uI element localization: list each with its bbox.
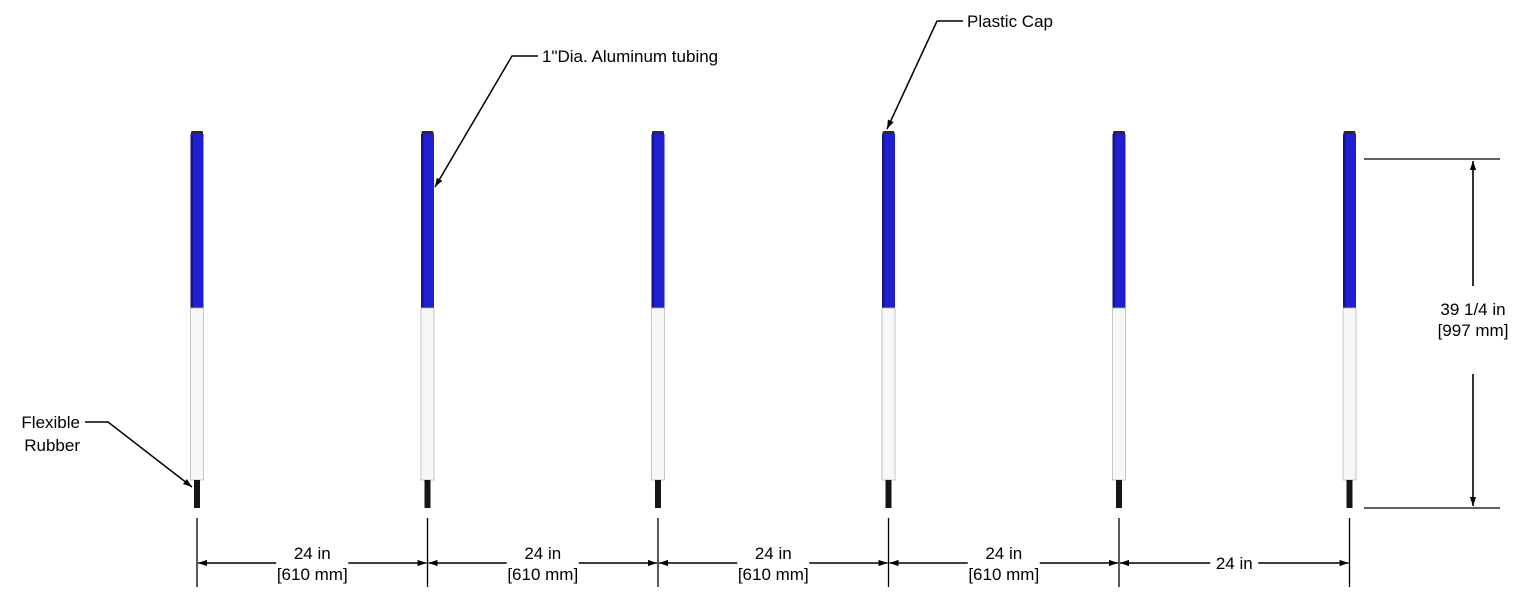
white-aluminum-tube bbox=[190, 307, 204, 481]
callout-flexible-rubber: Flexible Rubber bbox=[21, 413, 193, 488]
white-aluminum-tube bbox=[881, 307, 896, 481]
spacing-dimension-1: 24 in [610 mm] bbox=[198, 544, 427, 584]
spacing-dimension-value: 24 in bbox=[294, 544, 331, 563]
spacing-dimension-value: 24 in bbox=[524, 544, 561, 563]
post-2 bbox=[420, 131, 435, 587]
callout-flexible-rubber-leader bbox=[85, 421, 193, 488]
flexible-rubber-base bbox=[424, 480, 431, 508]
flexible-rubber-base bbox=[885, 480, 892, 508]
blue-reflective-band bbox=[651, 134, 665, 308]
blue-reflective-band bbox=[190, 134, 204, 308]
blue-reflective-band bbox=[1112, 134, 1126, 308]
white-aluminum-tube bbox=[1342, 307, 1357, 481]
spacing-dimension-4: 24 in [610 mm] bbox=[889, 544, 1118, 584]
blue-band-shade bbox=[1112, 134, 1115, 308]
spacing-dimension-5: 24 in bbox=[1120, 554, 1349, 573]
spacing-dimension-metric: [610 mm] bbox=[277, 565, 348, 584]
spacing-dimension-metric: [610 mm] bbox=[968, 565, 1039, 584]
callout-plastic-cap-label: Plastic Cap bbox=[967, 12, 1053, 31]
spacing-dimensions: 24 in[610 mm]24 in[610 mm]24 in[610 mm]2… bbox=[198, 544, 1349, 584]
callout-aluminum-tubing: 1"Dia. Aluminum tubing bbox=[434, 47, 718, 188]
post-6 bbox=[1342, 131, 1357, 587]
callout-plastic-cap: Plastic Cap bbox=[886, 12, 1053, 130]
posts bbox=[190, 131, 1357, 587]
post-4 bbox=[881, 131, 896, 587]
height-dimension: 39 1/4 in [997 mm] bbox=[1364, 158, 1509, 509]
callout-flexible-rubber-label-line2: Rubber bbox=[24, 436, 80, 455]
blue-band-shade bbox=[882, 134, 885, 308]
white-aluminum-tube bbox=[420, 307, 435, 481]
blue-band-shade bbox=[190, 134, 193, 308]
blue-band-shade bbox=[651, 134, 654, 308]
blue-reflective-band bbox=[421, 134, 434, 308]
callout-aluminum-tubing-label: 1"Dia. Aluminum tubing bbox=[542, 47, 718, 66]
height-dimension-metric: [997 mm] bbox=[1438, 321, 1509, 340]
spacing-dimension-value: 24 in bbox=[755, 544, 792, 563]
post-5 bbox=[1112, 131, 1126, 587]
callout-aluminum-tubing-leader bbox=[434, 55, 538, 188]
blue-band-shade bbox=[1343, 134, 1346, 308]
flexible-rubber-base bbox=[1116, 480, 1122, 508]
spacing-dimension-value: 24 in bbox=[985, 544, 1022, 563]
flexible-rubber-base bbox=[655, 480, 661, 508]
post-1 bbox=[190, 131, 204, 587]
height-dimension-value: 39 1/4 in bbox=[1440, 300, 1505, 319]
spacing-dimension-value: 24 in bbox=[1216, 554, 1253, 573]
spacing-dimension-metric: [610 mm] bbox=[738, 565, 809, 584]
spacing-dimension-2: 24 in [610 mm] bbox=[428, 544, 657, 584]
spacing-dimension-3: 24 in [610 mm] bbox=[659, 544, 888, 584]
callout-plastic-cap-leader bbox=[886, 20, 963, 130]
blue-reflective-band bbox=[882, 134, 895, 308]
white-aluminum-tube bbox=[1112, 307, 1126, 481]
white-aluminum-tube bbox=[651, 307, 665, 481]
post-3 bbox=[651, 131, 665, 587]
flexible-rubber-base bbox=[1346, 480, 1353, 508]
flexible-rubber-base bbox=[194, 480, 200, 508]
callout-flexible-rubber-label-line1: Flexible bbox=[21, 413, 80, 432]
spacing-dimension-metric: [610 mm] bbox=[507, 565, 578, 584]
blue-reflective-band bbox=[1343, 134, 1356, 308]
blue-band-shade bbox=[421, 134, 424, 308]
